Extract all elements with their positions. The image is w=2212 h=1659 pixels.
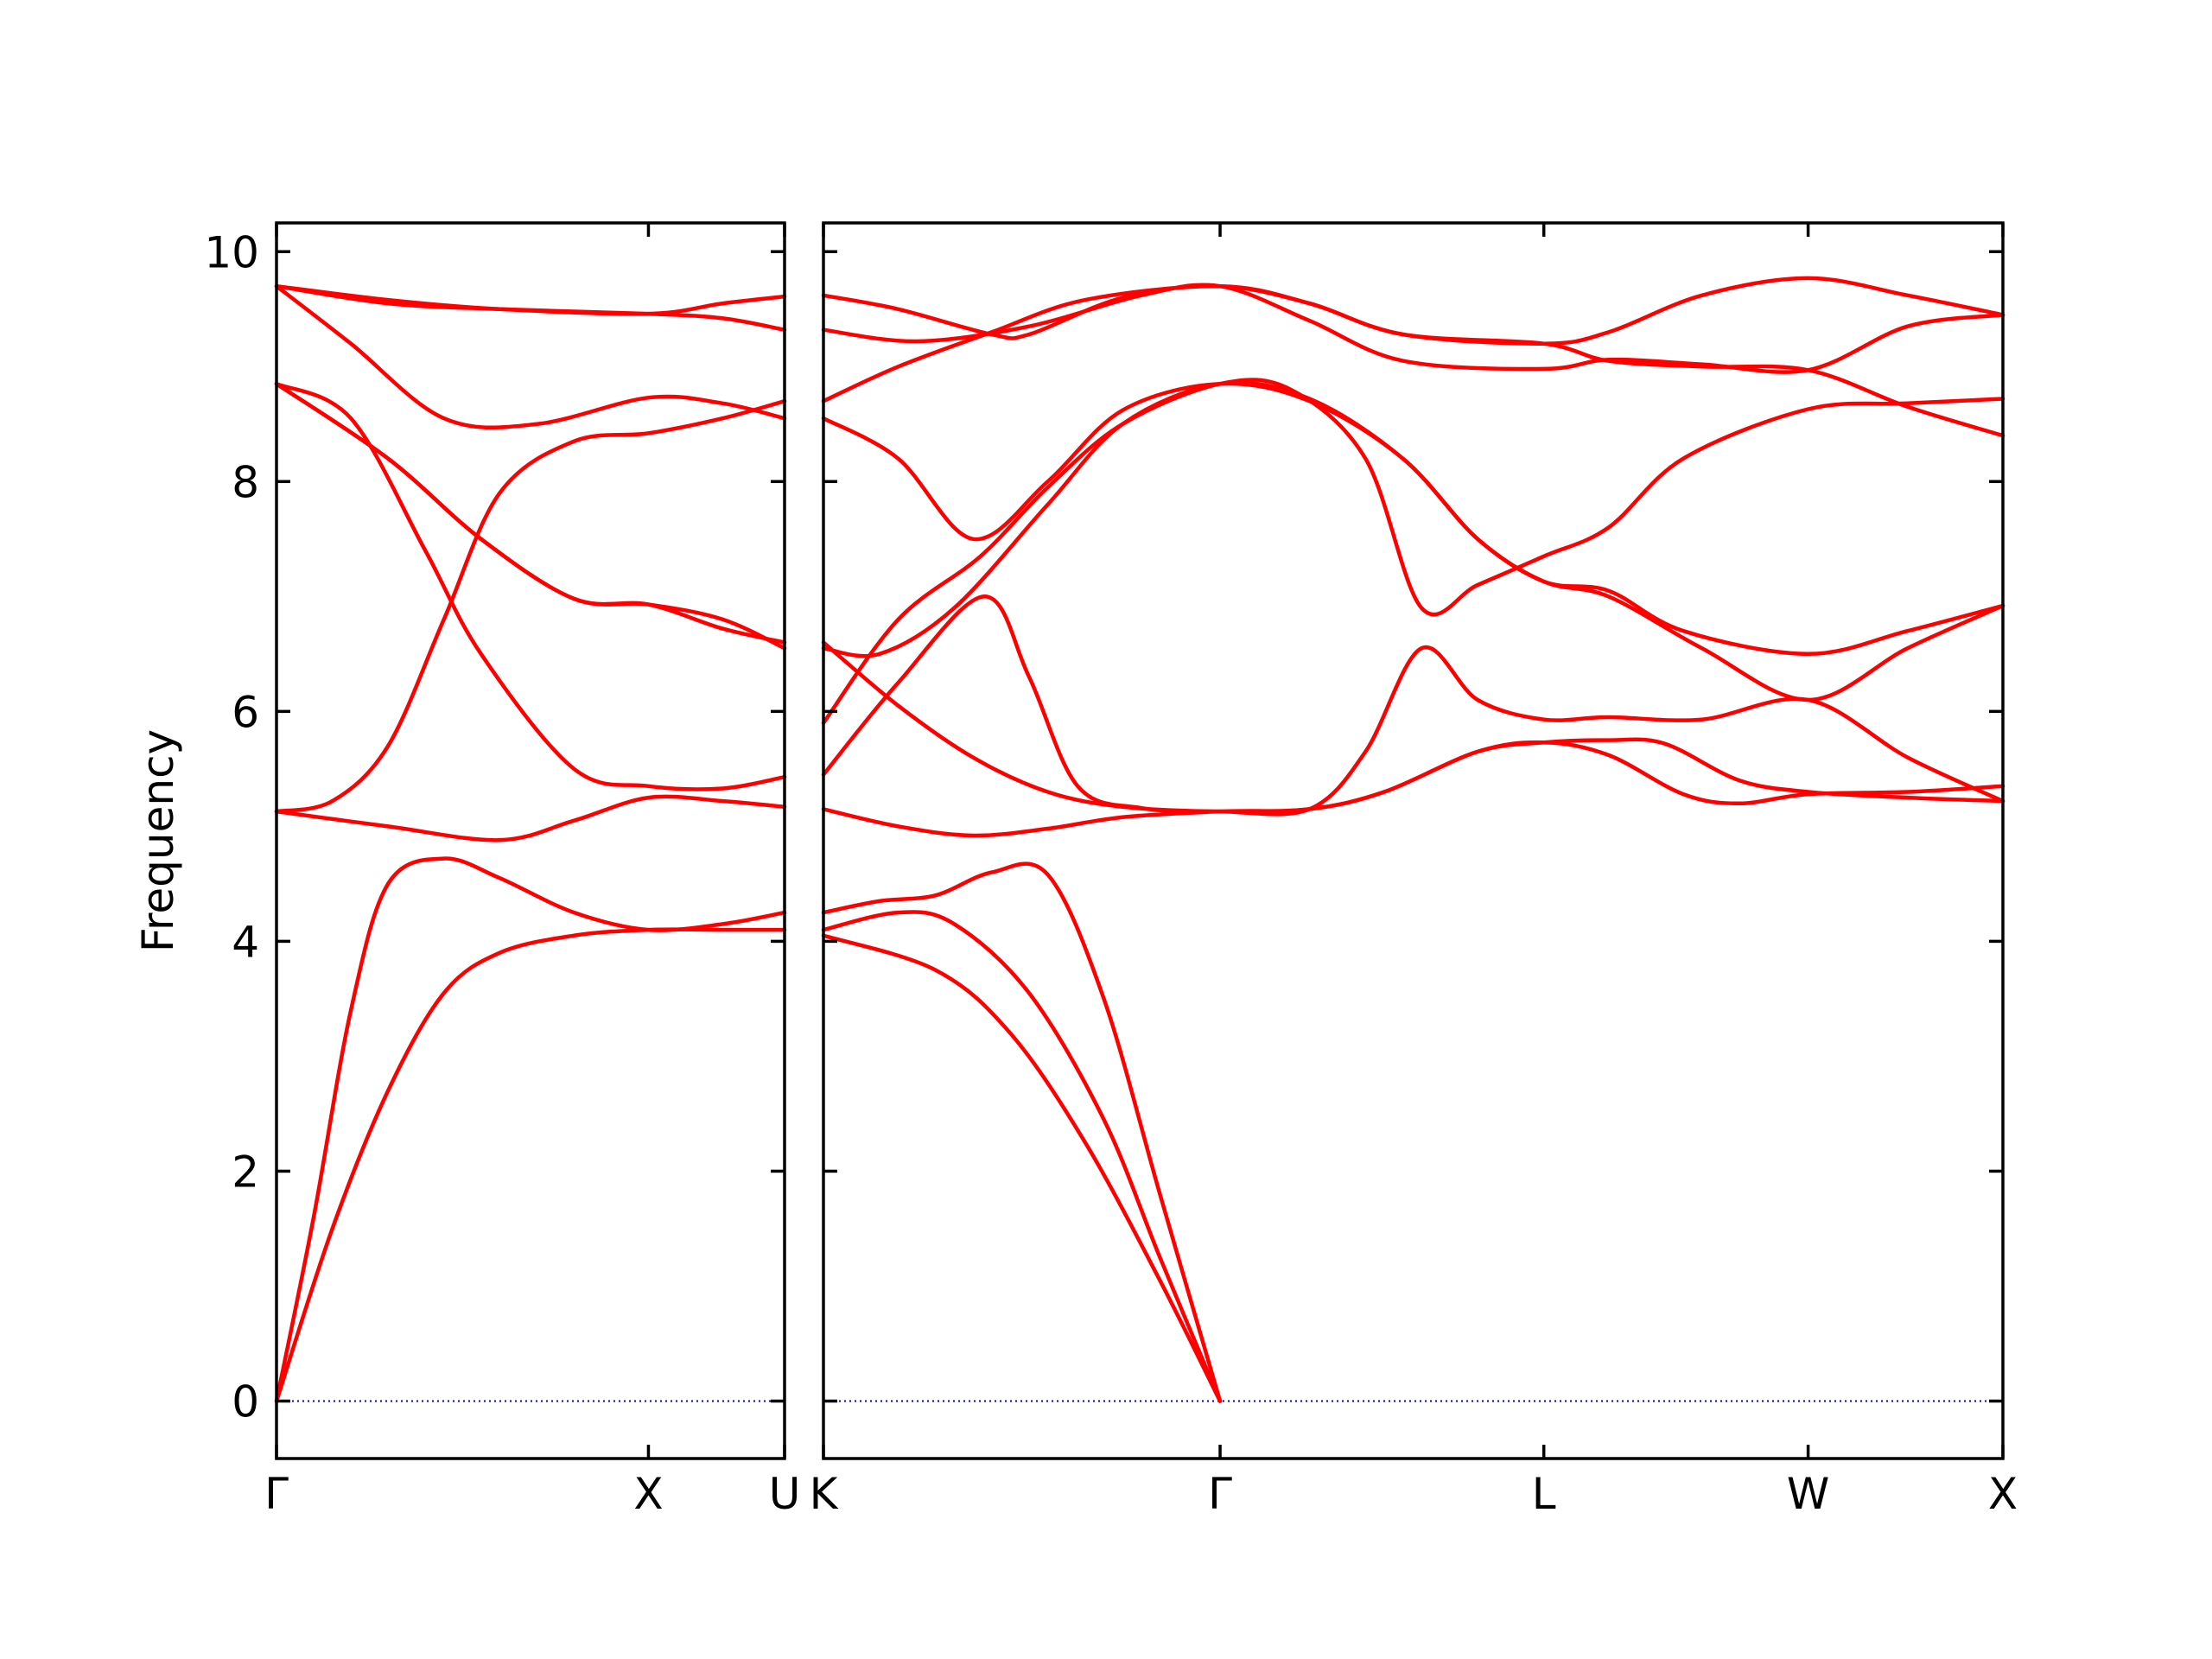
right-band-4 [821,740,2005,838]
left-band-8 [274,283,787,430]
right-xtick-label: L [1532,1469,1556,1519]
left-band-10 [274,283,787,316]
ytick-label: 4 [232,917,259,967]
left-band-4 [274,398,787,814]
right-xtick-label: X [1988,1469,2018,1519]
y-axis-label: Frequency [133,729,183,952]
right-band-1 [821,933,1223,1403]
y-axis: 0 2 4 6 8 10 [204,227,259,1427]
right-band-12 [821,276,2005,346]
right-panel-frame [822,221,2005,1460]
ytick-label: 0 [232,1376,259,1427]
right-band-2 [821,910,1223,1403]
ytick-label: 8 [232,457,259,507]
right-band-11 [821,283,2005,374]
ytick-label: 10 [204,227,259,277]
right-panel-bands [821,276,2005,1403]
ytick-label: 2 [232,1147,259,1197]
right-band-5 [821,640,2005,814]
left-band-2 [274,856,787,1403]
left-xtick-label: U [769,1469,801,1519]
ytick-label: 6 [232,687,259,737]
right-xtick-label: K [810,1469,839,1519]
right-band-6 [821,594,2005,817]
left-band-9 [274,283,787,332]
left-band-3 [274,794,787,842]
left-xtick-label: X [633,1469,663,1519]
left-panel-frame [275,221,786,1460]
right-xtick-label: Γ [1208,1469,1232,1519]
left-xtick-label: Γ [264,1469,289,1519]
left-band-5 [274,381,787,791]
left-band-7 [274,381,787,645]
right-band-9 [821,381,2005,657]
right-band-3 [821,861,1223,1403]
right-xtick-label: W [1787,1469,1829,1519]
right-band-7 [821,378,2005,725]
left-panel-bands [274,283,787,1403]
